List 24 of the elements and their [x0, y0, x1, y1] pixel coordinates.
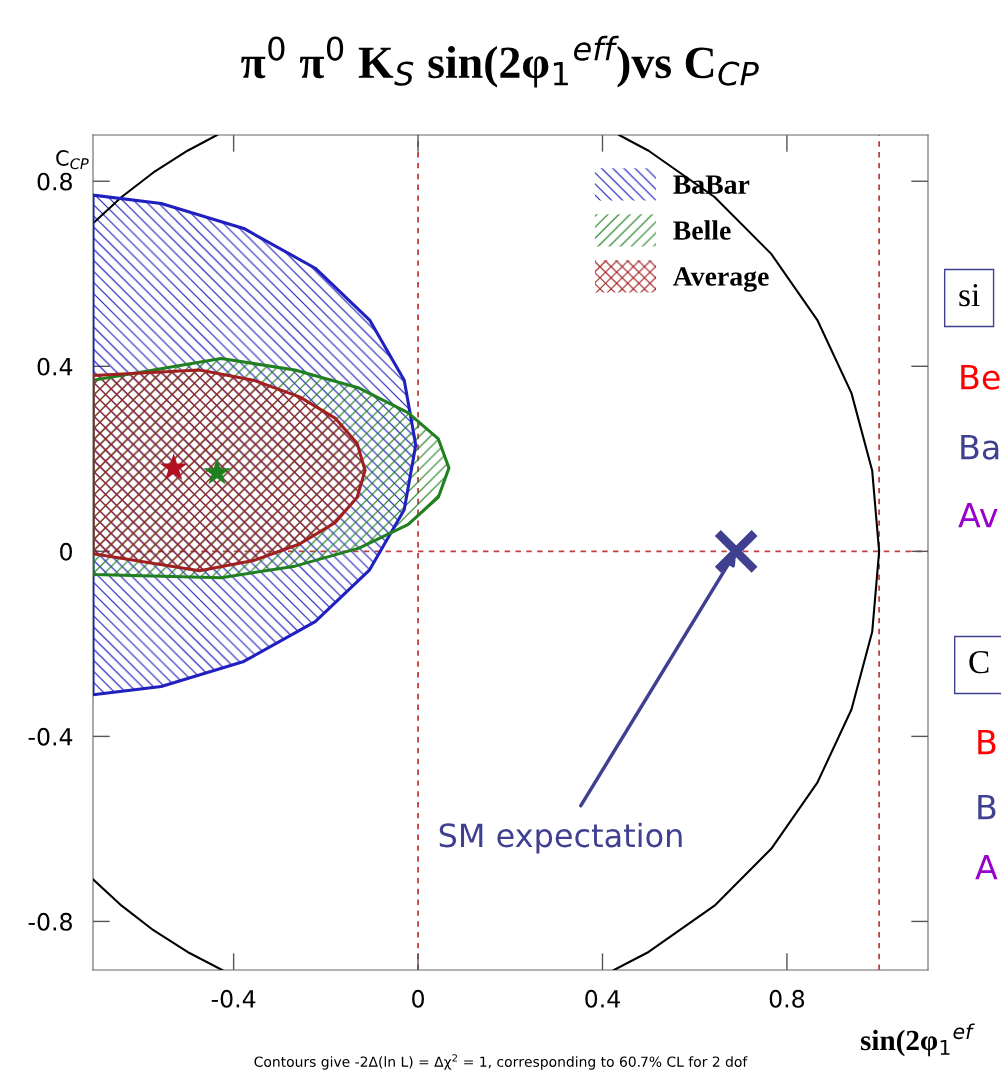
text: B — [978, 729, 996, 755]
x-tick-label: 0.8 — [769, 989, 805, 1008]
text: B — [978, 794, 996, 820]
text: si — [959, 283, 980, 307]
y-tick-label: 0 — [60, 542, 72, 561]
x-axis-title: sin(2φ$_{1}$$^{ef}$ — [860, 1023, 975, 1057]
text: Av — [958, 502, 998, 528]
text: Ba — [961, 434, 999, 460]
legend-label: Average — [673, 267, 769, 292]
y-tick-label: -0.8 — [28, 912, 72, 931]
x-tick-label: 0 — [412, 989, 424, 1008]
legend-label: Belle — [673, 220, 731, 240]
text: C — [969, 650, 989, 674]
text: Be — [961, 364, 1000, 390]
y-tick-label: 0.4 — [37, 357, 73, 376]
text: A — [975, 854, 998, 880]
y-tick-label: -0.4 — [28, 727, 73, 746]
chart-title: π$^{0}$ π$^{0}$ K$_{S}$ sin(2φ$_{1}$$^{eff}$)vs C$_{CP}$ — [241, 35, 759, 88]
x-tick-label: 0.4 — [585, 989, 620, 1008]
y-tick-label: 0.8 — [37, 172, 72, 191]
x-tick-label: -0.4 — [211, 989, 256, 1008]
y-axis-title: C$_{CP}$ — [56, 150, 89, 170]
text: Contours give -2Δ(ln L) = Δχ$^{2}$ = 1, corresponding to 60.7% CL for 2 dof — [254, 1054, 748, 1070]
annotation: SM expectation — [439, 822, 682, 854]
